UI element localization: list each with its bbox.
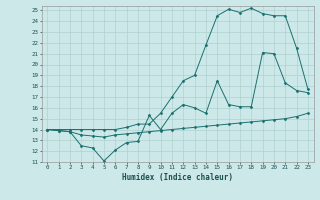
- X-axis label: Humidex (Indice chaleur): Humidex (Indice chaleur): [122, 173, 233, 182]
